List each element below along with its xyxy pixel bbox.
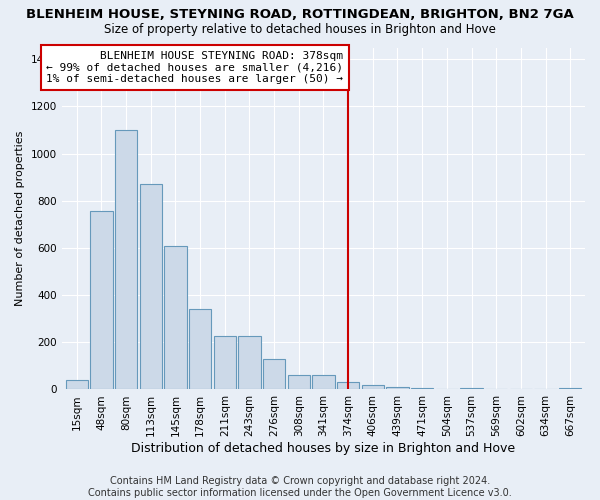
Text: BLENHEIM HOUSE, STEYNING ROAD, ROTTINGDEAN, BRIGHTON, BN2 7GA: BLENHEIM HOUSE, STEYNING ROAD, ROTTINGDE… xyxy=(26,8,574,20)
Bar xyxy=(140,184,162,390)
Text: Size of property relative to detached houses in Brighton and Hove: Size of property relative to detached ho… xyxy=(104,22,496,36)
Y-axis label: Number of detached properties: Number of detached properties xyxy=(15,131,25,306)
Bar xyxy=(386,387,409,390)
Text: Contains HM Land Registry data © Crown copyright and database right 2024.
Contai: Contains HM Land Registry data © Crown c… xyxy=(88,476,512,498)
Bar xyxy=(214,336,236,390)
Bar xyxy=(362,384,384,390)
X-axis label: Distribution of detached houses by size in Brighton and Hove: Distribution of detached houses by size … xyxy=(131,442,515,455)
Bar xyxy=(65,380,88,390)
Bar xyxy=(115,130,137,390)
Bar xyxy=(238,336,260,390)
Bar xyxy=(337,382,359,390)
Bar xyxy=(559,388,581,390)
Bar xyxy=(288,376,310,390)
Bar xyxy=(313,376,335,390)
Bar xyxy=(189,310,211,390)
Bar xyxy=(460,388,482,390)
Text: BLENHEIM HOUSE STEYNING ROAD: 378sqm
← 99% of detached houses are smaller (4,216: BLENHEIM HOUSE STEYNING ROAD: 378sqm ← 9… xyxy=(46,51,343,84)
Bar xyxy=(91,212,113,390)
Bar xyxy=(164,246,187,390)
Bar xyxy=(263,359,285,390)
Bar xyxy=(411,388,433,390)
